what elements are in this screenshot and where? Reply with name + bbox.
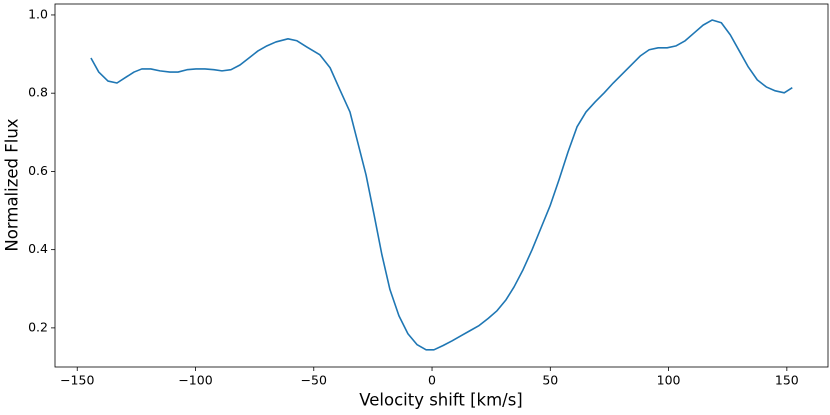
line-series — [90, 19, 793, 351]
y-tick-label: 1.0 — [28, 6, 48, 21]
x-tick-label: 0 — [428, 373, 436, 388]
x-tick-label: −100 — [178, 373, 212, 388]
x-tick-label: 50 — [542, 373, 558, 388]
y-axis-label: Normalized Flux — [3, 118, 22, 251]
plot-frame — [54, 3, 829, 368]
x-tick-label: 150 — [775, 373, 799, 388]
x-axis-label: Velocity shift [km/s] — [359, 391, 523, 410]
x-tick-label: −150 — [60, 373, 94, 388]
y-tick-label: 0.6 — [28, 163, 48, 178]
y-tick-label: 0.2 — [28, 319, 48, 334]
x-tick-label: −50 — [301, 373, 327, 388]
y-tick-label: 0.4 — [28, 241, 48, 256]
y-tick-label: 0.8 — [28, 85, 48, 100]
x-tick-label: 100 — [657, 373, 681, 388]
